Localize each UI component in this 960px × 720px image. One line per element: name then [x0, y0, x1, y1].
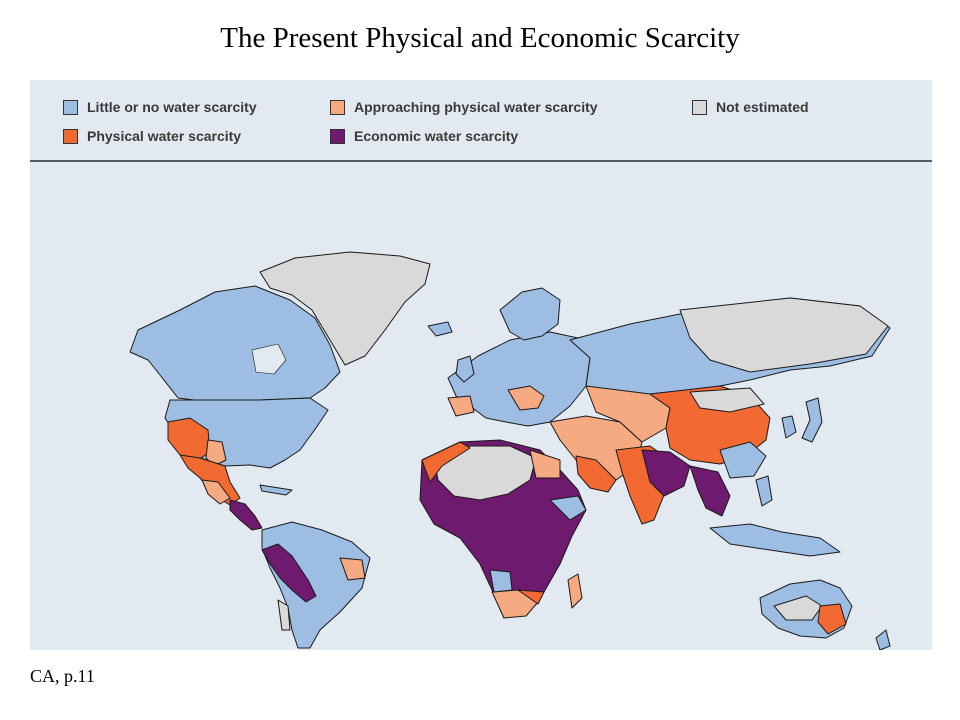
arabia-physical	[575, 455, 617, 493]
egypt-approaching	[529, 449, 561, 479]
southern-africa-physical	[517, 589, 545, 605]
legend-label: Approaching physical water scarcity	[354, 99, 598, 115]
legend-swatch	[692, 99, 707, 115]
map-legend: Little or no water scarcity Approaching …	[30, 80, 932, 162]
legend-label: Economic water scarcity	[354, 128, 519, 144]
us-southwest-physical	[167, 417, 211, 461]
iceland	[427, 321, 453, 337]
legend-label: Not estimated	[716, 99, 809, 115]
hudson-bay	[251, 343, 287, 375]
south-america	[261, 521, 371, 649]
world-map	[129, 251, 891, 650]
philippines	[755, 475, 773, 507]
caption: CA, p.11	[30, 666, 95, 686]
uk	[455, 355, 475, 383]
map-panel: Little or no water scarcity Approaching …	[30, 80, 932, 650]
southern-africa-approaching	[491, 589, 539, 619]
southeast-asia-economic	[689, 465, 731, 517]
sahara-not-estimated	[433, 445, 537, 501]
legend-item-approaching-scarcity: Approaching physical water scarcity	[330, 99, 598, 115]
legend-swatch	[63, 128, 78, 144]
spain-approaching	[447, 395, 475, 417]
legend-item-little-scarcity: Little or no water scarcity	[63, 99, 257, 115]
legend-item-not-estimated: Not estimated	[692, 99, 809, 115]
japan	[801, 397, 823, 443]
korea	[781, 415, 797, 439]
legend-label: Physical water scarcity	[87, 128, 242, 144]
horn-little	[549, 495, 587, 521]
greenland	[259, 251, 431, 366]
namibia-little	[489, 569, 513, 593]
legend-item-physical-scarcity: Physical water scarcity	[63, 128, 241, 144]
north-africa-physical	[421, 441, 471, 483]
europe-east-approaching	[507, 385, 545, 411]
mongolia-not-estimated	[689, 387, 765, 413]
india-economic	[641, 449, 691, 497]
madagascar	[567, 573, 583, 609]
mexico-south-approaching	[201, 479, 231, 505]
indonesia	[709, 523, 841, 557]
chile-north-not-estimated	[277, 599, 291, 631]
central-america	[229, 499, 263, 531]
china-south-little	[719, 441, 767, 479]
australia-east-physical	[817, 603, 847, 635]
legend-item-economic-scarcity: Economic water scarcity	[330, 128, 518, 144]
scandinavia	[499, 287, 561, 341]
cuba	[259, 484, 293, 496]
new-zealand	[875, 629, 891, 650]
legend-swatch	[63, 99, 78, 115]
us-southwest-approaching	[205, 439, 227, 467]
siberia-not-estimated	[679, 297, 889, 373]
legend-label: Little or no water scarcity	[87, 99, 257, 115]
page-title: The Present Physical and Economic Scarci…	[220, 22, 740, 54]
legend-swatch	[330, 99, 345, 115]
legend-swatch	[330, 128, 345, 144]
brazil-east-approaching	[339, 557, 366, 581]
australia-interior-not-estimated	[773, 595, 823, 621]
andes-economic	[261, 543, 317, 603]
